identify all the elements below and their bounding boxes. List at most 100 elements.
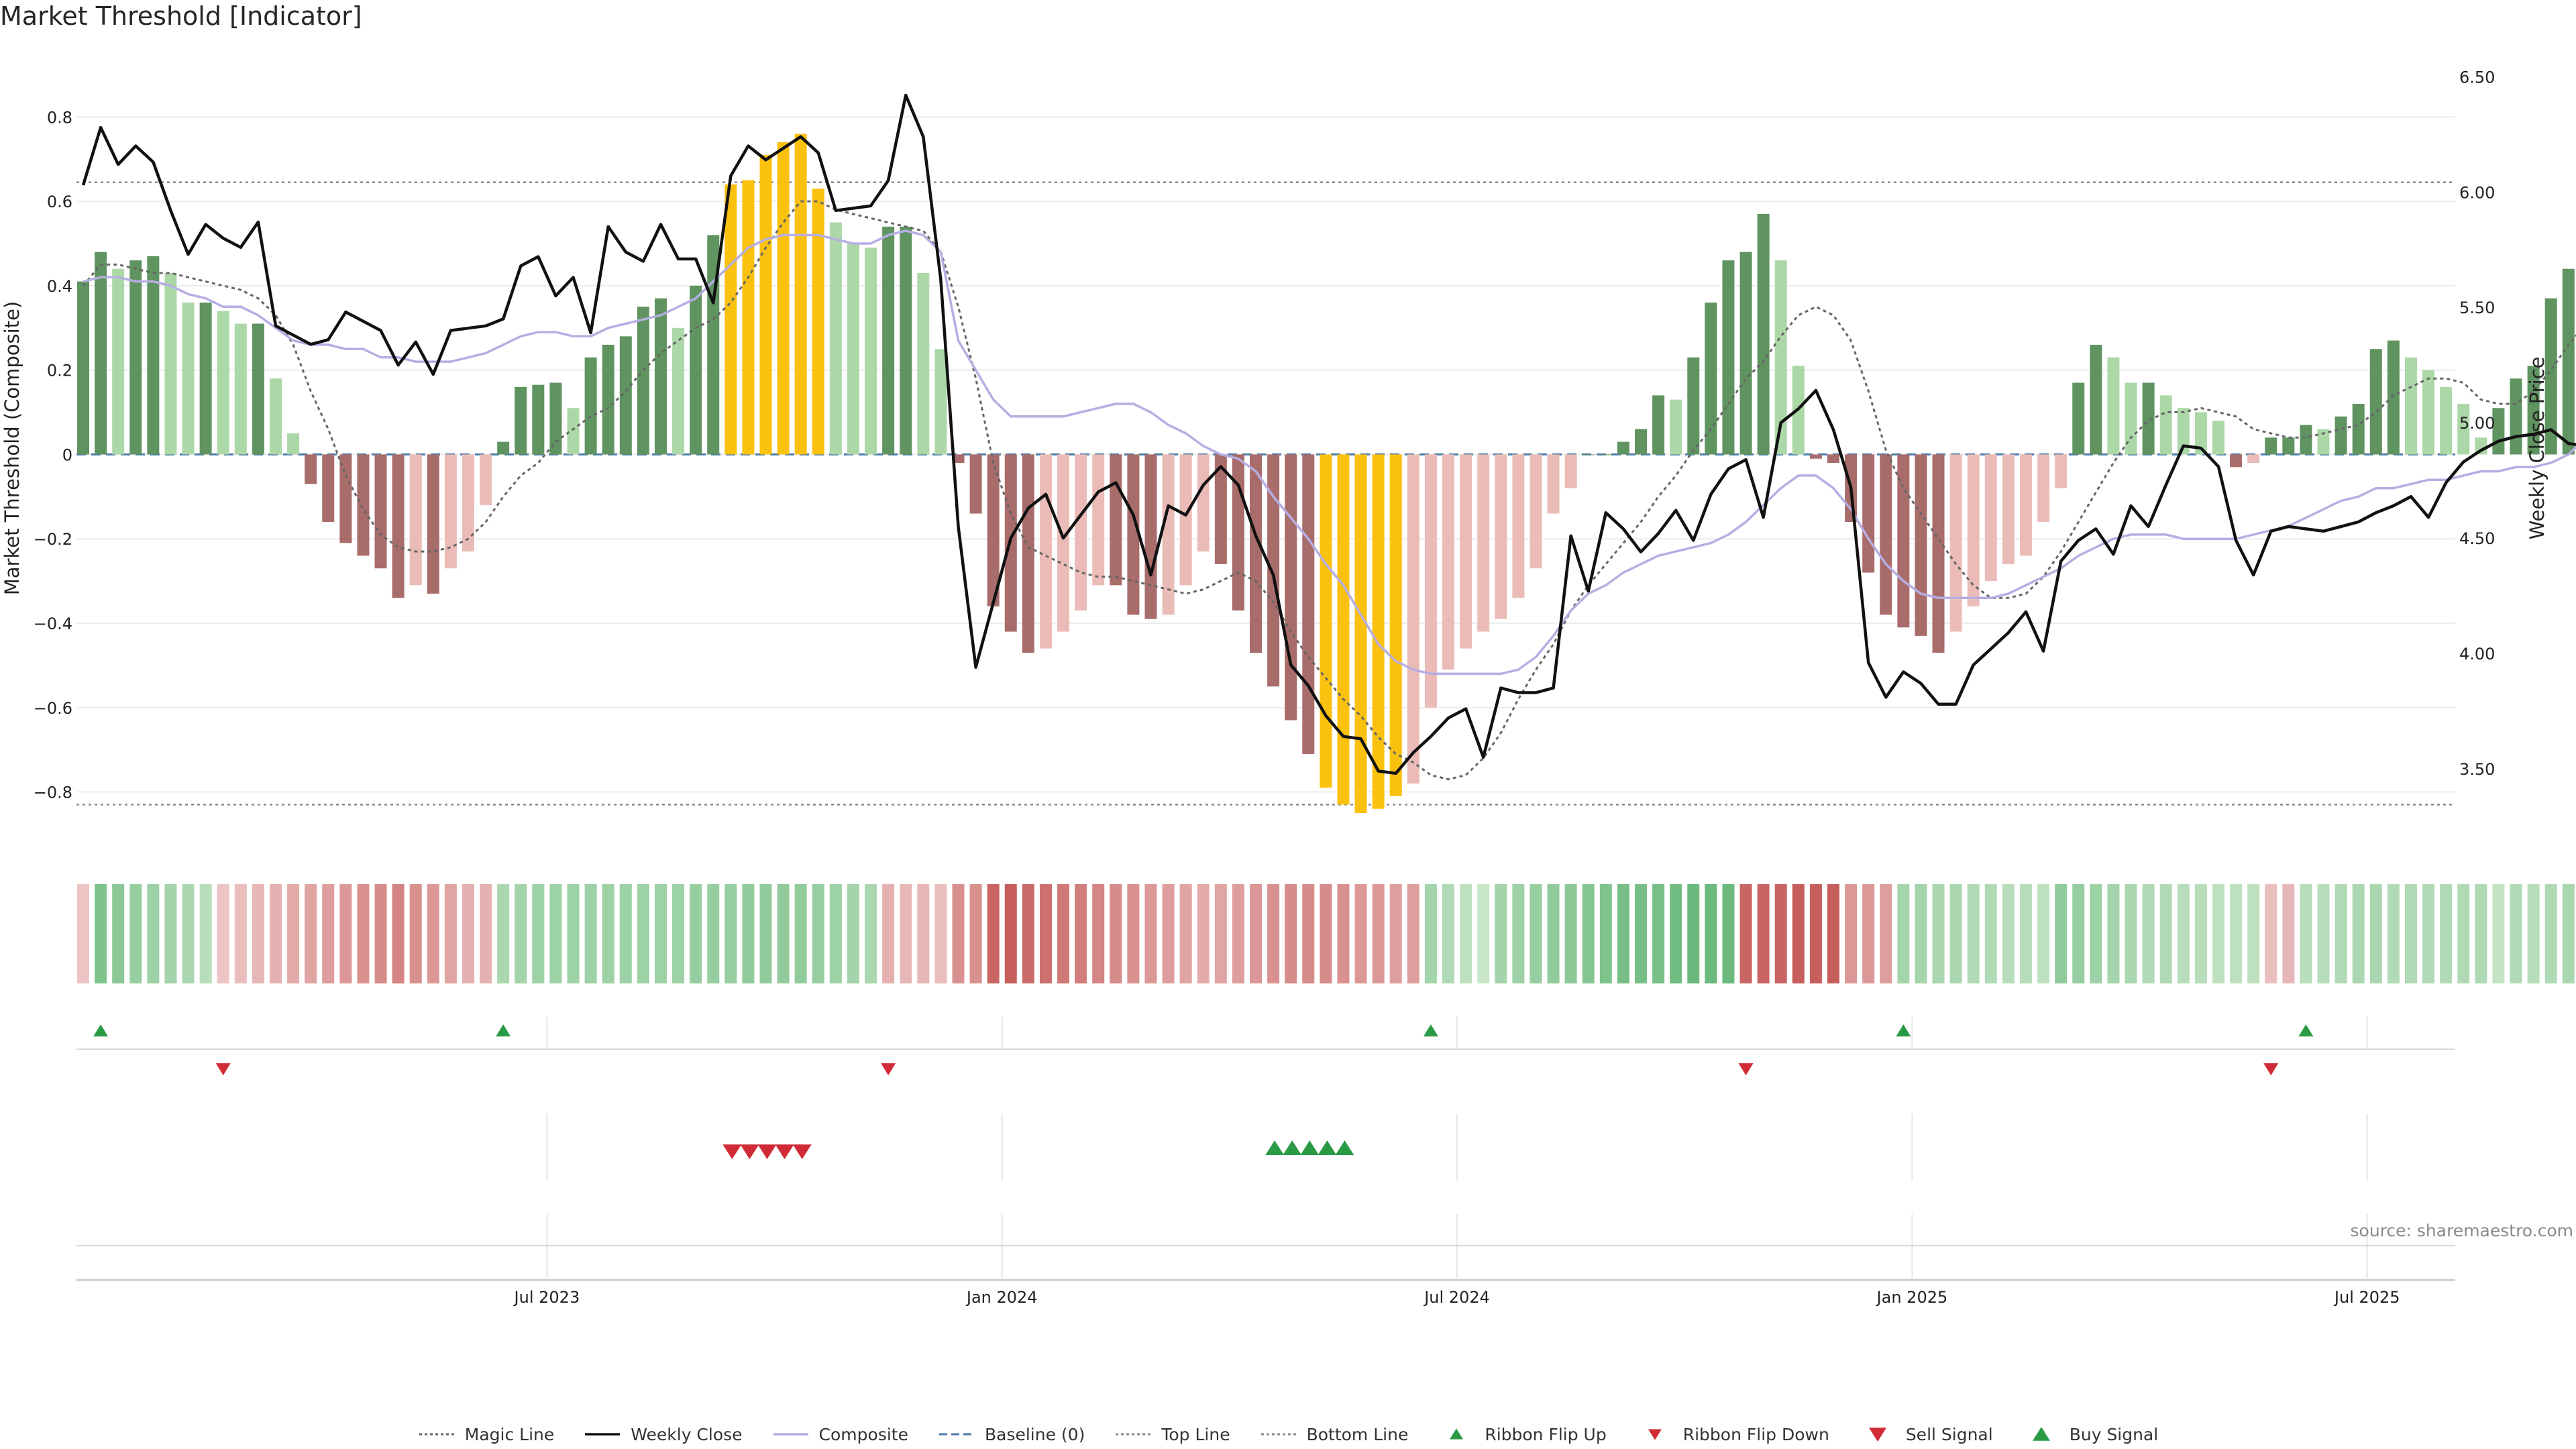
composite-bar	[2090, 344, 2102, 455]
ribbon-flip-up-marker	[496, 1024, 511, 1036]
ribbon-cell	[2072, 884, 2085, 983]
composite-bar	[2230, 454, 2243, 468]
ribbon-cell	[1897, 884, 1910, 983]
weekly-close-line	[81, 93, 2576, 775]
ribbon-cell	[1460, 884, 1472, 983]
ribbon-cell	[2510, 884, 2522, 983]
composite-bar	[1582, 454, 1595, 455]
ribbon-cell	[2265, 884, 2277, 983]
composite-bar	[584, 357, 597, 455]
left-tick-label: −0.4	[34, 614, 72, 633]
composite-bar	[602, 344, 614, 455]
ribbon-cell	[1250, 884, 1263, 983]
ribbon-cell	[1162, 884, 1175, 983]
ribbon-cell	[987, 884, 1000, 983]
composite-bar	[322, 454, 335, 523]
composite-bar	[619, 336, 632, 455]
series-lines	[81, 93, 2576, 781]
composite-bar	[1635, 429, 1648, 455]
composite-bar	[1214, 454, 1227, 564]
left-tick-label: 0.6	[47, 193, 72, 211]
ribbon-cell	[637, 884, 649, 983]
ribbon-cell	[1057, 884, 1070, 983]
ribbon-cell	[1127, 884, 1140, 983]
right-tick-label: 5.00	[2459, 414, 2495, 433]
ribbon-cell	[952, 884, 965, 983]
composite-bar	[1057, 454, 1070, 632]
composite-bar	[129, 260, 142, 455]
ribbon-cell	[2177, 884, 2190, 983]
composite-bar	[1337, 454, 1350, 805]
ribbon-cell	[1214, 884, 1227, 983]
composite-bar	[987, 454, 1000, 606]
composite-bar	[1092, 454, 1105, 586]
composite-bar	[147, 256, 160, 455]
composite-bar	[1372, 454, 1385, 809]
composite-bar	[532, 384, 545, 455]
ribbon-flip-down-marker	[1738, 1063, 1754, 1075]
composite-bar	[252, 323, 264, 455]
composite-bar	[2072, 382, 2085, 455]
legend-symbol	[1648, 1429, 1662, 1440]
ribbon-cell	[1687, 884, 1700, 983]
composite-bar	[2352, 403, 2365, 455]
composite-bar	[1687, 357, 1700, 455]
right-tick-label: 5.50	[2459, 299, 2495, 317]
composite-bar	[1529, 454, 1542, 569]
composite-line	[83, 229, 2576, 676]
right-axis-title: Weekly Close Price	[2526, 357, 2548, 540]
composite-bar	[1967, 454, 1980, 606]
ribbon-cell	[2159, 884, 2172, 983]
ribbon-cell	[1722, 884, 1735, 983]
composite-bar	[917, 273, 930, 455]
buy-signal-marker	[1300, 1140, 1320, 1155]
composite-bar	[2142, 382, 2155, 455]
x-tick-label: Jan 2025	[1876, 1288, 1948, 1307]
ribbon-cell	[339, 884, 352, 983]
ribbon-cell	[2457, 884, 2470, 983]
composite-bar	[287, 433, 300, 455]
ribbon-cell	[2544, 884, 2557, 983]
composite-bar	[637, 307, 649, 455]
ribbon-cell	[1179, 884, 1192, 983]
composite-bar	[2282, 437, 2295, 455]
ribbon-cell	[1477, 884, 1490, 983]
composite-bar	[1424, 454, 1437, 708]
ribbon-cell	[1407, 884, 1419, 983]
ribbon-cell	[2212, 884, 2224, 983]
source-note: source: sharemaestro.com	[2350, 1221, 2574, 1240]
composite-bar	[1512, 454, 1525, 598]
ribbon-cell	[882, 884, 895, 983]
composite-bar	[1179, 454, 1192, 586]
ribbon-cell	[374, 884, 387, 983]
legend-item: Buy Signal	[2023, 1425, 2158, 1444]
ribbon-cell	[164, 884, 177, 983]
composite-bar	[1162, 454, 1175, 615]
ribbon-cell	[305, 884, 317, 983]
composite-bar	[2422, 370, 2435, 455]
left-tick-label: −0.8	[34, 784, 72, 802]
composite-bar	[1477, 454, 1490, 632]
ribbon-cell	[865, 884, 877, 983]
ribbon-cell	[917, 884, 930, 983]
legend-label: Magic Line	[464, 1424, 555, 1444]
ribbon-cell	[2404, 884, 2417, 983]
ribbon-cell	[794, 884, 807, 983]
ribbon-cell	[1564, 884, 1577, 983]
ribbon-cell	[672, 884, 685, 983]
composite-bar	[1302, 454, 1315, 754]
composite-bar	[357, 454, 370, 556]
ribbon-cell	[1757, 884, 1770, 983]
right-tick-label: 6.00	[2459, 183, 2495, 202]
ribbon-cell	[1232, 884, 1244, 983]
composite-bar	[1197, 454, 1210, 552]
ribbon-cell	[1337, 884, 1350, 983]
ribbon-cell	[1880, 884, 1892, 983]
ribbon-cell	[322, 884, 335, 983]
ribbon-cell	[95, 884, 107, 983]
composite-bar	[812, 189, 824, 455]
composite-bar	[392, 454, 405, 598]
ribbon-cell	[287, 884, 300, 983]
composite-bar	[1407, 454, 1419, 784]
ribbon-cell	[392, 884, 405, 983]
